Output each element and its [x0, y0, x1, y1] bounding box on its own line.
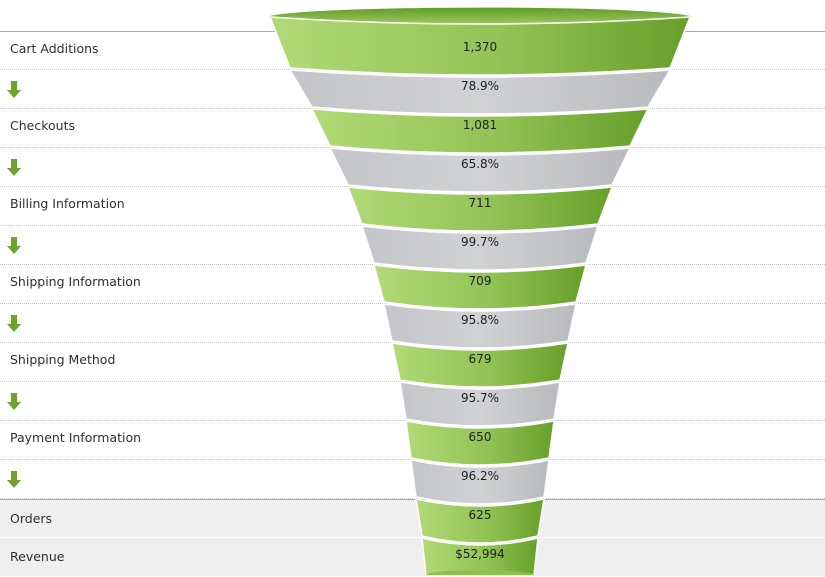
- row-label: Billing Information: [10, 196, 125, 211]
- down-arrow-icon: [7, 471, 21, 488]
- stage-value-label: 650: [469, 430, 492, 444]
- funnel-stage-segment: [346, 186, 614, 232]
- conversion-rate-label: 78.9%: [461, 79, 499, 93]
- stage-row: Payment Information: [0, 421, 825, 460]
- funnel-conversion-segment: [399, 381, 561, 427]
- funnel-conversion-segment: [383, 303, 577, 349]
- funnel-stage-segment: [391, 342, 569, 388]
- stage-value-label: 625: [469, 508, 492, 522]
- stage-value-label: 679: [469, 352, 492, 366]
- row-label: Shipping Method: [10, 352, 116, 367]
- funnel-conversion-segment: [410, 459, 550, 505]
- funnel-conversion-segment: [328, 147, 632, 193]
- down-arrow-icon: [7, 237, 21, 254]
- stage-value-label: 711: [469, 196, 492, 210]
- row-label: Orders: [10, 511, 53, 526]
- stage-value-label: 1,370: [463, 40, 497, 54]
- funnel-stage-segment: [310, 108, 650, 154]
- funnel-stage-segment: [415, 498, 545, 544]
- conversion-rate-label: 65.8%: [461, 157, 499, 171]
- row-label: Shipping Information: [10, 274, 141, 289]
- down-arrow-icon: [7, 159, 21, 176]
- conversion-rate-label: 99.7%: [461, 235, 499, 249]
- funnel-stage-segment: [268, 16, 692, 76]
- conversion-rate-label: 95.8%: [461, 313, 499, 327]
- conversion-row: [0, 460, 825, 499]
- row-label: Payment Information: [10, 430, 142, 445]
- down-arrow-icon: [7, 315, 21, 332]
- stage-value-label: 1,081: [463, 118, 497, 132]
- funnel-stage-segment: [421, 537, 539, 575]
- funnel-conversion-segment: [360, 225, 600, 271]
- stage-value-label: 709: [469, 274, 492, 288]
- funnel-base: [426, 570, 534, 575]
- down-arrow-icon: [7, 81, 21, 98]
- row-label: Checkouts: [10, 118, 75, 133]
- funnel-stage-segment: [405, 420, 555, 466]
- conversion-rate-label: 96.2%: [461, 469, 499, 483]
- total-row: Orders: [0, 499, 825, 538]
- down-arrow-icon: [7, 393, 21, 410]
- conversion-rate-label: 95.7%: [461, 391, 499, 405]
- row-label: Revenue: [10, 549, 65, 564]
- stage-value-label: $52,994: [455, 547, 505, 561]
- row-label: Cart Additions: [10, 41, 99, 56]
- funnel-stage-segment: [372, 264, 588, 310]
- funnel-conversion-segment: [288, 69, 672, 115]
